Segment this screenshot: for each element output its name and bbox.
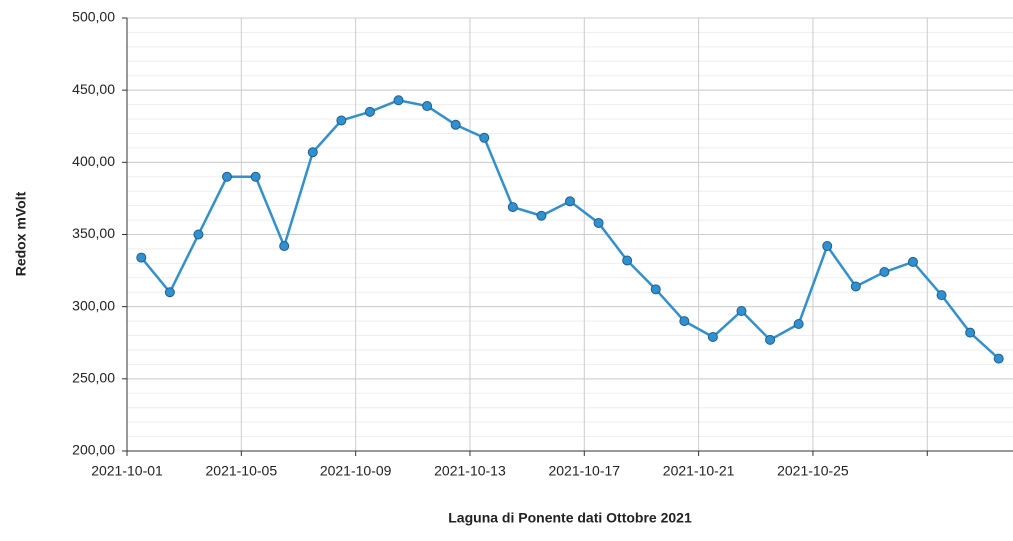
- point: [393, 95, 404, 106]
- point: [136, 252, 147, 263]
- x-tick-label: 2021-10-25: [777, 463, 849, 479]
- x-tick-label: 2021-10-17: [548, 463, 620, 479]
- point: [222, 171, 233, 182]
- y-tick-label: 500,00: [72, 9, 115, 25]
- point: [907, 256, 918, 267]
- point: [936, 290, 947, 301]
- point: [507, 202, 518, 213]
- point: [565, 196, 575, 207]
- point: [765, 334, 776, 345]
- point: [536, 210, 547, 221]
- point: [850, 281, 861, 292]
- x-tick-label: 2021-10-09: [320, 463, 392, 479]
- point: [279, 241, 290, 252]
- point: [679, 316, 690, 327]
- y-tick-label: 350,00: [72, 225, 115, 241]
- y-tick-label: 400,00: [72, 153, 115, 169]
- point: [164, 287, 175, 298]
- line: [140, 98, 1000, 360]
- point: [336, 115, 347, 126]
- point: [593, 217, 604, 228]
- point: [879, 267, 890, 278]
- x-tick-label: 2021-10-13: [434, 463, 506, 479]
- point: [707, 331, 718, 342]
- x-tick-label: 2021-10-05: [206, 463, 278, 479]
- point: [965, 327, 976, 338]
- point: [422, 101, 433, 112]
- y-tick-label: 450,00: [72, 81, 115, 97]
- point: [736, 305, 747, 316]
- point: [450, 119, 461, 130]
- x-tick-label: 2021-10-01: [91, 463, 163, 479]
- point: [193, 229, 204, 240]
- x-tick-label: 2021-10-21: [663, 463, 735, 479]
- point: [793, 318, 804, 329]
- point: [250, 171, 261, 182]
- y-axis-title: Redox mVolt: [13, 191, 29, 276]
- point: [479, 132, 490, 143]
- point: [993, 353, 1004, 364]
- point: [364, 106, 375, 117]
- point: [650, 284, 661, 295]
- point: [822, 241, 833, 252]
- point: [622, 255, 633, 266]
- x-axis-title: Laguna di Ponente dati Ottobre 2021: [448, 510, 692, 526]
- y-tick-label: 200,00: [72, 442, 115, 458]
- y-tick-label: 300,00: [72, 297, 115, 313]
- point: [307, 147, 318, 158]
- y-tick-label: 250,00: [72, 370, 115, 386]
